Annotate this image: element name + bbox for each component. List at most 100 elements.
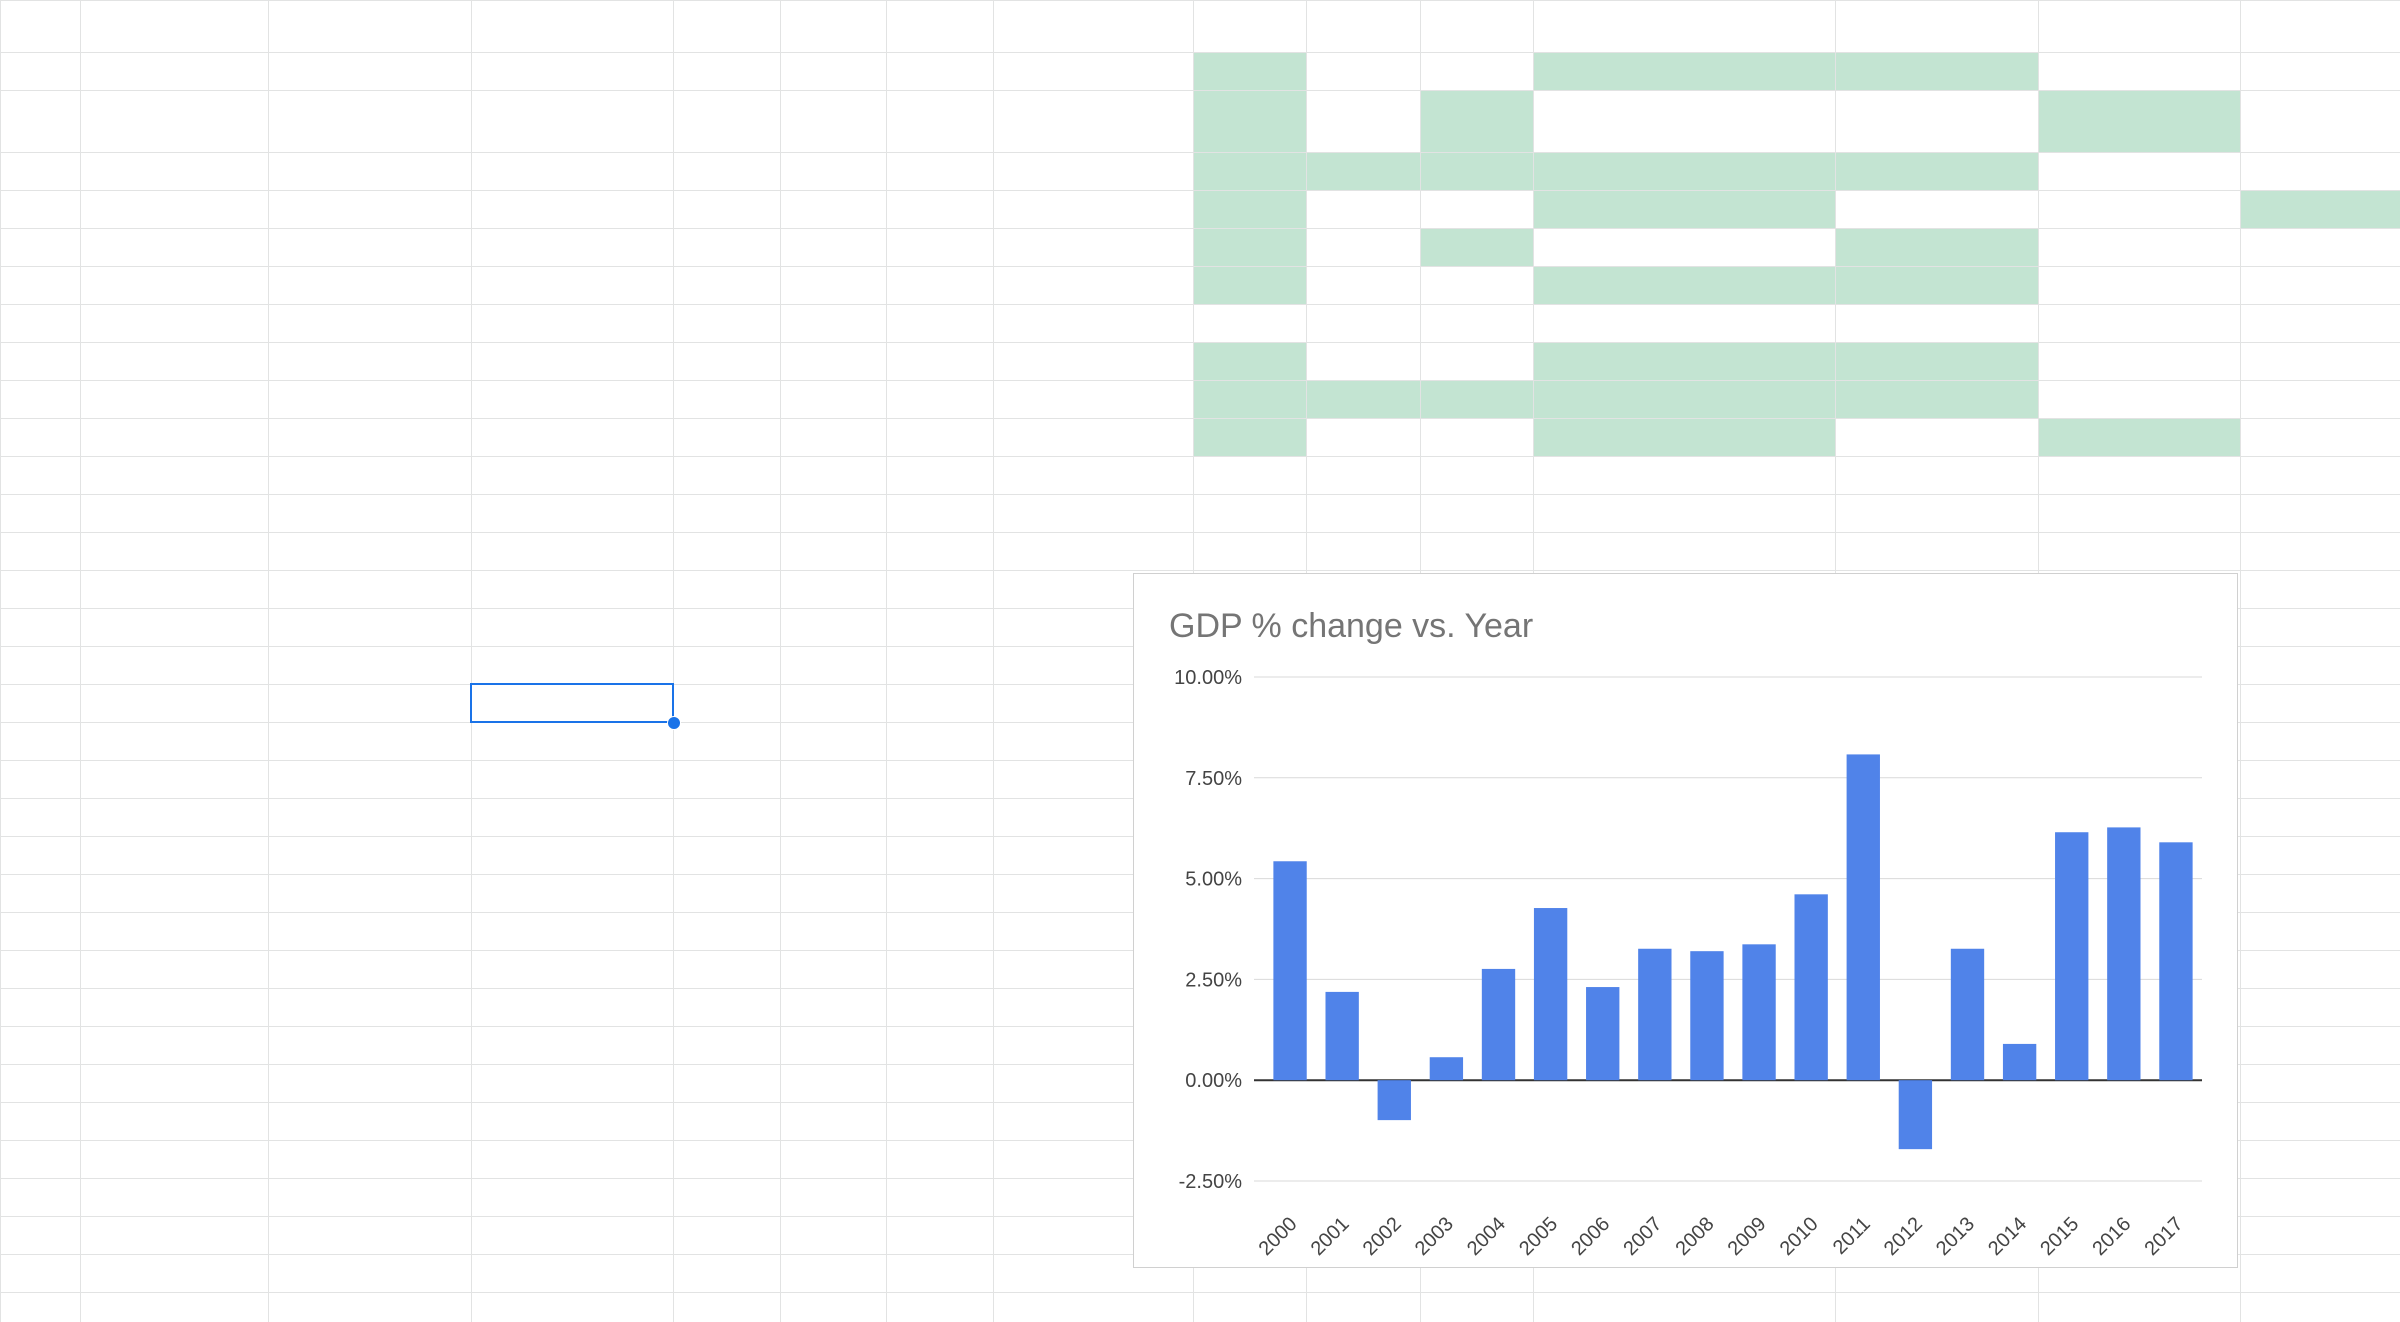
military-section-title[interactable]: [780, 570, 993, 608]
gdp-change-value-cell[interactable]: [471, 988, 673, 1026]
coup-cell[interactable]: [1533, 342, 1835, 380]
gdp-year-cell[interactable]: [0, 1064, 80, 1102]
column-header-dissident[interactable]: [2038, 0, 2240, 52]
gdp-value-cell[interactable]: [80, 1254, 268, 1292]
coup-cell[interactable]: [1533, 380, 1835, 418]
gdp-change-year-cell[interactable]: [268, 1292, 471, 1322]
coup-cell[interactable]: [1835, 190, 2038, 228]
coup-cell[interactable]: [80, 418, 268, 456]
gdp-value-cell[interactable]: [80, 1064, 268, 1102]
coup-cell[interactable]: [471, 342, 673, 380]
column-header-attempt[interactable]: [1533, 0, 1835, 52]
coup-cell[interactable]: [268, 228, 471, 266]
coup-cell[interactable]: [886, 228, 993, 266]
gdp-change-value-cell[interactable]: [471, 1064, 673, 1102]
gdp-change-section-title[interactable]: [268, 570, 673, 608]
coup-cell[interactable]: [2038, 228, 2240, 266]
coup-cell[interactable]: [780, 90, 886, 152]
gdp-year-cell[interactable]: [0, 722, 80, 760]
coup-cell[interactable]: [886, 152, 993, 190]
coup-cell[interactable]: [1533, 190, 1835, 228]
coup-cell[interactable]: [2240, 228, 2400, 266]
gdp-year-cell[interactable]: [0, 1140, 80, 1178]
gdp-value-cell[interactable]: [80, 1178, 268, 1216]
coup-cell[interactable]: [1835, 228, 2038, 266]
column-header-military[interactable]: [1835, 0, 2038, 52]
gdp-change-year-cell[interactable]: [268, 722, 471, 760]
military-year-cell[interactable]: [780, 760, 886, 798]
coup-cell[interactable]: [1193, 190, 1306, 228]
military-year-cell[interactable]: [780, 1178, 886, 1216]
column-header-conspiracy[interactable]: [1420, 0, 1533, 52]
gdp-year-cell[interactable]: [0, 836, 80, 874]
coup-cell[interactable]: [993, 190, 1193, 228]
gdp-change-value-cell[interactable]: [471, 1140, 673, 1178]
coup-cell[interactable]: [1193, 380, 1306, 418]
coup-cell[interactable]: [2240, 266, 2400, 304]
gdp-change-year-cell[interactable]: [268, 988, 471, 1026]
coup-cell[interactable]: [1533, 228, 1835, 266]
gdp-change-year-cell[interactable]: [268, 1216, 471, 1254]
coup-cell[interactable]: [1306, 228, 1420, 266]
coup-cell[interactable]: [1533, 152, 1835, 190]
gdp-change-year-header[interactable]: [268, 608, 471, 646]
military-strength-cell[interactable]: [886, 684, 993, 722]
gdp-change-value-cell[interactable]: [471, 646, 673, 684]
coup-cell[interactable]: [1193, 342, 1306, 380]
coup-cell[interactable]: [993, 266, 1193, 304]
gdp-year-cell[interactable]: [0, 874, 80, 912]
coup-cell[interactable]: [2240, 380, 2400, 418]
gdp-change-year-cell[interactable]: [268, 684, 471, 722]
column-header-event_type[interactable]: [993, 0, 1193, 52]
military-strength-cell[interactable]: [886, 722, 993, 760]
military-strength-header[interactable]: [886, 608, 993, 646]
military-year-cell[interactable]: [780, 1254, 886, 1292]
coup-cell[interactable]: [1193, 266, 1306, 304]
gdp-value-cell[interactable]: [80, 646, 268, 684]
coup-cell[interactable]: [2038, 380, 2240, 418]
military-year-cell[interactable]: [780, 684, 886, 722]
coup-cell[interactable]: [886, 380, 993, 418]
gdp-change-value-cell[interactable]: [471, 1026, 673, 1064]
gdp-value-cell[interactable]: [80, 912, 268, 950]
gdp-change-value-cell[interactable]: [471, 1292, 673, 1322]
coup-cell[interactable]: [1193, 418, 1306, 456]
column-header-day[interactable]: [886, 0, 993, 52]
column-header-realized[interactable]: [1306, 0, 1420, 52]
coup-cell[interactable]: [780, 52, 886, 90]
coup-cell[interactable]: [268, 266, 471, 304]
military-strength-cell[interactable]: [886, 1292, 993, 1322]
coup-cell[interactable]: [993, 90, 1193, 152]
coup-cell[interactable]: [80, 342, 268, 380]
gdp-year-cell[interactable]: [0, 950, 80, 988]
coup-cell[interactable]: [80, 190, 268, 228]
coup-cell[interactable]: [1835, 152, 2038, 190]
coup-cell[interactable]: [673, 52, 780, 90]
coup-cell[interactable]: [268, 90, 471, 152]
gdp-change-year-cell[interactable]: [268, 1026, 471, 1064]
coup-cell[interactable]: [1533, 266, 1835, 304]
coup-cell[interactable]: [1420, 52, 1533, 90]
military-year-cell[interactable]: [780, 912, 886, 950]
coup-cell[interactable]: [993, 228, 1193, 266]
gdp-year-cell[interactable]: [0, 1216, 80, 1254]
coup-cell[interactable]: [2240, 152, 2400, 190]
coup-cell[interactable]: [1835, 418, 2038, 456]
gdp-year-cell[interactable]: [0, 1026, 80, 1064]
coup-cell[interactable]: [2038, 152, 2240, 190]
gdp-value-header[interactable]: [80, 608, 268, 646]
military-strength-cell[interactable]: [886, 760, 993, 798]
gdp-year-cell[interactable]: [0, 1178, 80, 1216]
coup-cell[interactable]: [471, 266, 673, 304]
coup-cell[interactable]: [80, 228, 268, 266]
gdp-change-year-cell[interactable]: [268, 912, 471, 950]
column-header-coup_id[interactable]: [80, 0, 268, 52]
column-header-country[interactable]: [268, 0, 471, 52]
coup-cell[interactable]: [993, 342, 1193, 380]
coup-cell[interactable]: [1835, 380, 2038, 418]
gdp-value-cell[interactable]: [80, 1102, 268, 1140]
gdp-value-cell[interactable]: [80, 950, 268, 988]
coup-cell[interactable]: [1306, 190, 1420, 228]
gdp-change-year-cell[interactable]: [268, 1102, 471, 1140]
column-header-year[interactable]: [673, 0, 780, 52]
